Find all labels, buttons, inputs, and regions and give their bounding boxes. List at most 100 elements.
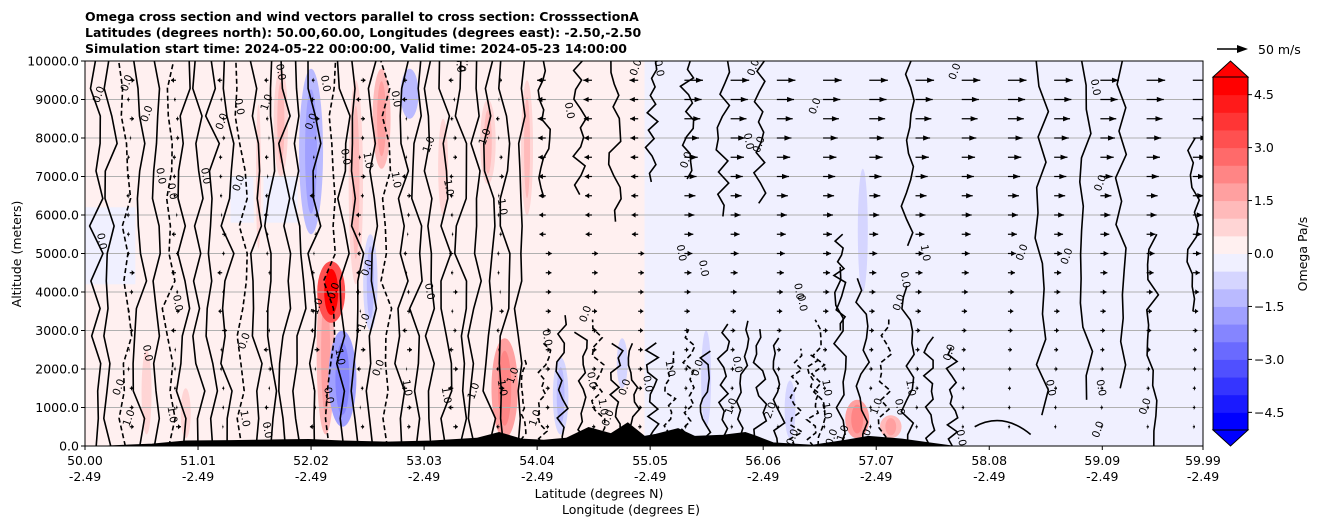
- wind-vector-head: [1056, 308, 1060, 314]
- x-tick-label-longitude: -2.49: [69, 469, 101, 484]
- wind-vector-head: [963, 308, 968, 314]
- contour-label: 0.0: [164, 182, 179, 201]
- wind-vector-head: [1194, 308, 1199, 314]
- wind-vector-head: [265, 193, 268, 199]
- wind-vector-head: [547, 366, 550, 372]
- terrain-layer: [85, 422, 1203, 446]
- contour-label: 0.0: [730, 355, 745, 374]
- colorbar-label: Omega Pa/s: [1295, 217, 1310, 292]
- omega-contour-line: [204, 61, 221, 446]
- contour-label: 1.0: [399, 379, 414, 398]
- wind-vector-head: [1105, 173, 1113, 180]
- wind-vector-head: [449, 347, 452, 353]
- y-axis: 0.0 1000.0 2000.0 3000.0 4000.0 5000.0 6000.0 7…: [27, 54, 85, 454]
- wind-vector-head: [362, 135, 365, 141]
- contour-label: 0.0: [674, 244, 689, 263]
- x-tick-label-longitude: -2.49: [634, 469, 666, 484]
- wind-vector-head: [870, 347, 874, 353]
- wind-vector-head: [128, 308, 130, 314]
- wind-vector-head: [686, 289, 691, 295]
- wind-vector-head: [777, 404, 780, 411]
- colorbar-band: [1213, 377, 1248, 396]
- contour-label: 0.0: [303, 112, 320, 132]
- wind-vector-head: [451, 231, 453, 237]
- wind-vector-head: [450, 193, 453, 199]
- wind-vector-head: [779, 270, 784, 276]
- wind-vector-head: [919, 212, 926, 218]
- omega-region-core: [352, 105, 360, 259]
- wind-vector-head: [740, 96, 748, 103]
- wind-vector-head: [734, 212, 741, 218]
- colorbar-band: [1213, 182, 1248, 202]
- omega-contour-line: [715, 61, 731, 217]
- wind-vector-head: [359, 404, 361, 411]
- wind-vector-head: [1102, 327, 1105, 334]
- wind-vector-head: [917, 327, 921, 334]
- wind-vector-head: [1155, 116, 1163, 122]
- wind-vector-head: [217, 77, 221, 83]
- wind-vector-head: [408, 193, 411, 199]
- wind-vector-head: [1055, 424, 1057, 430]
- contour-label: 0.0: [751, 135, 768, 155]
- omega-contour-line: [322, 61, 337, 446]
- omega-region-core: [144, 360, 150, 424]
- wind-vector-head: [126, 193, 129, 199]
- wind-vector-head: [687, 250, 693, 257]
- wind-vector-head: [1058, 193, 1066, 199]
- y-tick-label: 3000.0: [35, 323, 79, 338]
- wind-vector-head: [690, 154, 698, 160]
- wind-vector-head: [694, 96, 702, 103]
- omega-region-core: [860, 184, 866, 277]
- wind-vector-head: [871, 327, 874, 334]
- wind-vector-head: [173, 173, 175, 180]
- contour-label: 0.0: [628, 58, 645, 78]
- contour-label: 0.0: [539, 328, 554, 347]
- wind-vector-head: [1147, 385, 1150, 391]
- wind-vector-head: [685, 424, 687, 430]
- quiver-key-label: 50 m/s: [1258, 42, 1301, 57]
- wind-vector-head: [131, 77, 135, 83]
- wind-vector-head: [448, 404, 452, 411]
- wind-vector-head: [1104, 212, 1111, 218]
- contour-label: 1.0: [595, 398, 610, 417]
- wind-vector-head: [824, 404, 826, 411]
- wind-vector-head: [585, 193, 590, 199]
- wind-vector-head: [455, 424, 458, 430]
- wind-vector-head: [1008, 424, 1011, 430]
- omega-contour-line: [519, 357, 528, 446]
- omega-contour-line: [922, 336, 936, 446]
- omega-contour-line: [537, 342, 552, 446]
- wind-vector-head: [968, 154, 976, 160]
- wind-vector-head: [264, 404, 267, 411]
- wind-vector-head: [316, 116, 320, 122]
- chart-title-line-3: Simulation start time: 2024-05-22 00:00:…: [85, 41, 627, 56]
- omega-region-core: [405, 74, 415, 113]
- wind-vector-head: [266, 116, 268, 122]
- x-tick-label-latitude: 50.00: [67, 453, 103, 468]
- wind-vector-head: [357, 250, 360, 257]
- wind-vector-head: [1009, 347, 1012, 353]
- contour-label: 0.0: [388, 90, 403, 109]
- wind-vector-head: [733, 250, 739, 257]
- contour-label: 1.0: [465, 381, 482, 401]
- wind-vector-head: [538, 154, 543, 160]
- wind-vector-head: [917, 289, 922, 295]
- omega-region-core: [377, 81, 387, 157]
- wind-vector-head: [177, 424, 181, 430]
- omega-contour-line: [832, 233, 847, 331]
- omega-contour-line: [1034, 61, 1050, 416]
- wind-vector-head: [973, 77, 981, 83]
- contour-label: 0.0: [898, 271, 913, 290]
- colorbar-band: [1213, 94, 1248, 113]
- colorbar-band: [1213, 412, 1248, 431]
- wind-vector-head: [870, 385, 873, 391]
- contour-label: 1.0: [441, 178, 456, 197]
- colorbar: 4.5 3.0 1.5 0.0 −1.5 −3.0 −4.5: [1211, 60, 1284, 447]
- x-tick-label-latitude: 59.99: [1185, 453, 1221, 468]
- wind-vector-head: [639, 347, 643, 353]
- omega-region-core: [483, 110, 492, 174]
- contour-label: 1.0: [505, 366, 522, 386]
- wind-vector-head: [1195, 250, 1201, 257]
- x-axis: 50.00-2.4951.01-2.4952.02-2.4953.03-2.49…: [67, 446, 1221, 484]
- wind-vector-head: [686, 327, 690, 334]
